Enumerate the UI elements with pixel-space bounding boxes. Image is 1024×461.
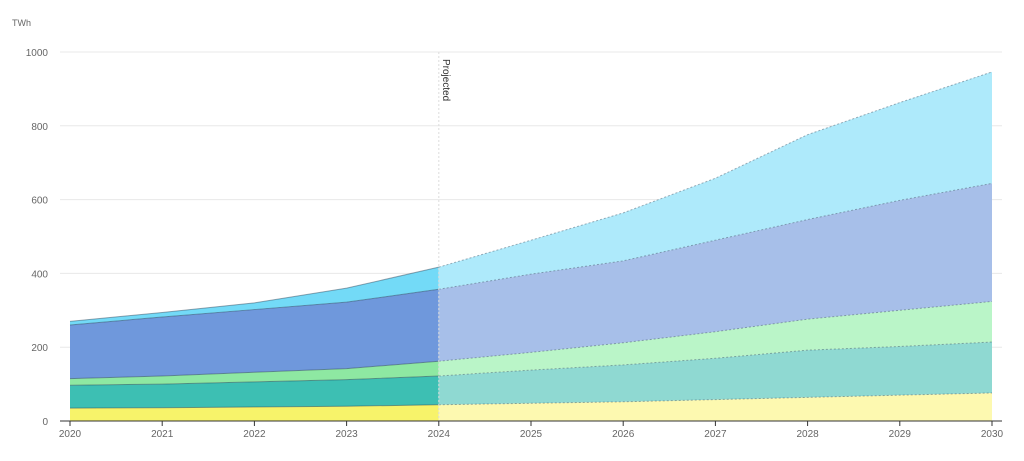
area-s4-historical: [70, 289, 439, 379]
line-s1-historical: [69, 404, 439, 409]
line-s2-historical: [69, 375, 439, 386]
line-s4-historical: [69, 288, 439, 326]
y-tick-label: 0: [42, 417, 48, 428]
area-s3-projected: [438, 301, 992, 376]
x-axis-ticks: 2020 2021 2022 2023 2024 2025 2026 2027 2028 2029…: [59, 421, 1004, 440]
y-tick-label: 400: [31, 269, 48, 280]
area-s1-historical: [70, 404, 439, 421]
area-s2-projected: [438, 342, 992, 405]
y-axis-unit-label: TWh: [12, 18, 31, 28]
line-s2-projected: [438, 341, 993, 377]
x-tick-label: 2027: [704, 429, 727, 440]
x-tick-label: 2020: [59, 429, 82, 440]
line-s3-projected: [438, 300, 993, 362]
x-tick-label: 2030: [981, 429, 1004, 440]
y-tick-label: 1000: [26, 48, 49, 59]
y-tick-label: 800: [31, 122, 48, 133]
x-tick-label: 2022: [243, 429, 266, 440]
line-s5-historical: [69, 266, 439, 322]
y-tick-label: 600: [31, 196, 48, 207]
series-lines: [69, 71, 993, 409]
area-s3-historical: [70, 361, 439, 386]
area-s5-projected: [438, 71, 992, 290]
x-tick-label: 2026: [612, 429, 635, 440]
x-tick-label: 2029: [889, 429, 912, 440]
x-tick-label: 2024: [428, 429, 451, 440]
area-s4-projected: [438, 183, 992, 362]
line-s5-projected: [438, 71, 993, 268]
area-s1-projected: [438, 392, 992, 421]
line-s4-projected: [438, 182, 993, 290]
line-s1-projected: [438, 392, 993, 406]
area-series: [70, 71, 992, 421]
area-s5-historical: [70, 267, 439, 326]
line-s3-historical: [69, 360, 439, 380]
x-tick-label: 2021: [151, 429, 174, 440]
x-tick-label: 2025: [520, 429, 543, 440]
projected-annotation: Projected: [440, 59, 451, 101]
y-tick-label: 200: [31, 343, 48, 354]
x-tick-label: 2023: [335, 429, 358, 440]
area-s2-historical: [70, 375, 439, 409]
x-tick-label: 2028: [796, 429, 819, 440]
y-axis-ticks: 0 200 400 600 800 1000: [26, 48, 49, 428]
